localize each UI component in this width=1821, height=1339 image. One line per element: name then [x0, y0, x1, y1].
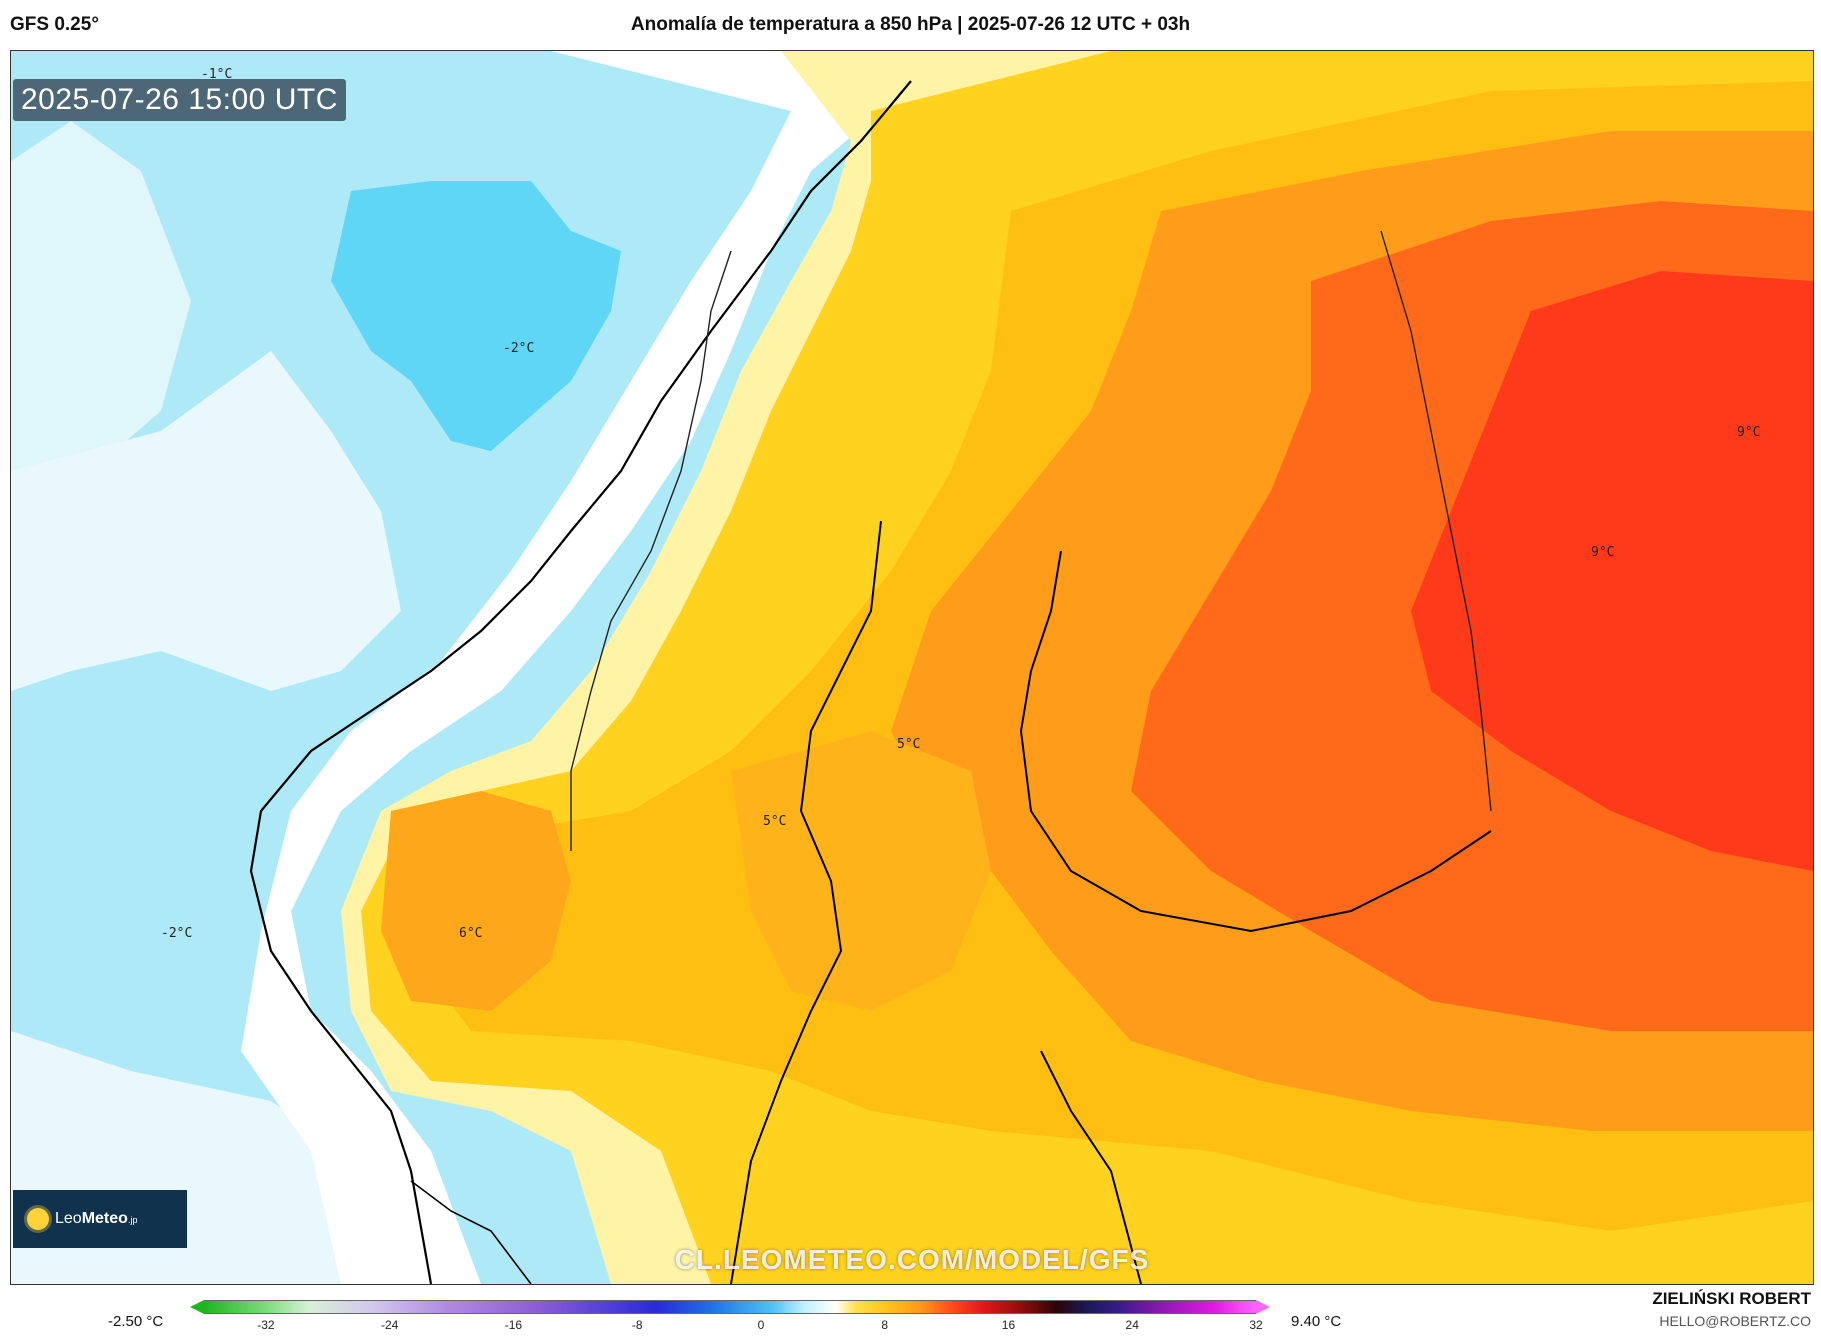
colorbar-tick: 8	[881, 1318, 889, 1332]
coastline-denmark	[410, 1180, 532, 1284]
border-finland-russia	[1380, 230, 1492, 812]
map-title: Anomalía de temperatura a 850 hPa | 2025…	[630, 14, 1191, 35]
author-name: ZIELIŃSKI ROBERT	[1652, 1289, 1811, 1308]
author-email[interactable]: HELLO@ROBERTZ.CO	[1659, 1313, 1811, 1329]
light-cold-area-west	[11, 351, 401, 691]
colorbar	[190, 1300, 1270, 1314]
contour-label-pos9-a: 9°C	[1737, 425, 1761, 440]
red-area	[1411, 271, 1813, 871]
coastline-finland	[1019, 550, 1492, 933]
model-label: GFS 0.25°	[10, 14, 99, 35]
colorbar-tick: -32	[257, 1318, 275, 1332]
light-cold-area-north	[11, 121, 191, 571]
colorbar-tick: 0	[757, 1318, 765, 1332]
colorbar-right-arrow	[1256, 1300, 1270, 1314]
contour-label-neg2-west: -2°C	[161, 926, 193, 941]
map-canvas[interactable]: 2025-07-26 15:00 UTC -1°C -2°C -2°C 5°C …	[10, 50, 1814, 1285]
colorbar-min-label: -2.50 °C	[108, 1313, 164, 1330]
colorbar-max-label: 9.40 °C	[1291, 1313, 1342, 1330]
coastline-sweden	[730, 520, 882, 1284]
contour-label-pos5-b: 5°C	[763, 814, 787, 829]
colorbar-tick: -16	[504, 1318, 523, 1332]
contour-label-pos6: 6°C	[459, 926, 483, 941]
colorbar-tick: 24	[1125, 1318, 1139, 1332]
logo-prefix: Leo	[55, 1210, 82, 1227]
warm-patch-baltic	[731, 731, 991, 1011]
colorbar-tick: -24	[380, 1318, 399, 1332]
border-norway-sweden	[570, 250, 732, 851]
leometeo-logo[interactable]: LeoMeteo.jp	[13, 1190, 187, 1248]
cold-core	[331, 181, 621, 451]
anomaly-map	[11, 51, 1813, 1284]
contour-label-neg2-north: -2°C	[503, 341, 535, 356]
logo-suffix: .jp	[127, 1215, 138, 1225]
sun-icon	[27, 1208, 49, 1230]
watermark-url: CL.LEOMETEO.COM/MODEL/GFS	[674, 1244, 1150, 1275]
colorbar-tick: 16	[1001, 1318, 1016, 1332]
colorbar-ticks: -32 -24 -16 -8 0 8 16 24 32	[190, 1318, 1270, 1336]
coastline-baltic-states	[1040, 1050, 1142, 1284]
logo-bold: Meteo	[81, 1210, 128, 1227]
colorbar-gradient	[204, 1300, 1256, 1314]
contour-label-pos9-b: 9°C	[1591, 545, 1615, 560]
contour-label-neg1-top: -1°C	[201, 67, 233, 82]
colorbar-tick: 32	[1249, 1318, 1263, 1332]
warm-patch-norway	[381, 791, 571, 1011]
contour-label-pos5-a: 5°C	[897, 737, 921, 752]
colorbar-left-arrow	[190, 1300, 204, 1314]
valid-time-badge: 2025-07-26 15:00 UTC	[13, 79, 346, 121]
colorbar-tick: -8	[631, 1318, 643, 1332]
coastline-norway	[249, 80, 912, 1284]
